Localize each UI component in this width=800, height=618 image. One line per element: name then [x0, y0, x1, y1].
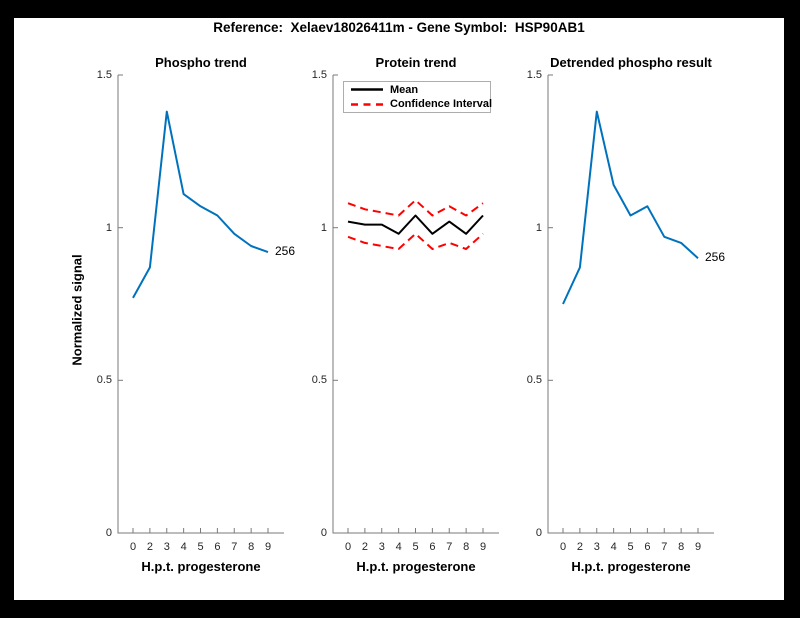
- legend-entry-confidence-interval: Confidence Interval: [351, 98, 493, 111]
- x-tick-label: 5: [627, 541, 634, 553]
- x-tick-label: 9: [479, 541, 487, 553]
- legend-label-mean: Mean: [390, 83, 419, 96]
- end-value-annotation-1: 256: [275, 244, 296, 259]
- x-tick-label: 9: [264, 541, 272, 553]
- plots-canvas: [117, 74, 714, 534]
- y-tick-label: 1: [105, 221, 112, 234]
- y-tick-label: 1: [535, 221, 542, 234]
- x-axis-label-3: H.p.t. progesterone: [571, 559, 691, 574]
- x-tick-label: 6: [429, 541, 436, 553]
- x-tick-label: 7: [446, 541, 453, 553]
- subplot-title-protein-trend: Protein trend: [375, 55, 457, 70]
- x-tick-label: 6: [214, 541, 221, 553]
- x-axis-label-2: H.p.t. progesterone: [356, 559, 476, 574]
- y-tick-label: 1.5: [96, 69, 112, 81]
- x-tick-label: 8: [248, 541, 255, 553]
- end-value-annotation-3: 256: [705, 250, 726, 265]
- x-tick-label: 3: [163, 541, 170, 553]
- x-tick-label: 0: [129, 541, 137, 553]
- legend-entry-mean: Mean: [351, 83, 490, 96]
- x-tick-label: 2: [576, 541, 583, 553]
- legend-box: Mean Confidence Interval: [343, 81, 493, 113]
- x-tick-label: 4: [395, 541, 402, 553]
- y-tick-label: 0.5: [96, 374, 112, 387]
- y-tick-label: 0: [320, 527, 327, 539]
- x-tick-label: 4: [180, 541, 187, 553]
- x-tick-label: 3: [593, 541, 600, 553]
- y-tick-label: 0: [105, 527, 112, 539]
- x-tick-label: 3: [378, 541, 385, 553]
- figure-canvas: Reference: Xelaev18026411m - Gene Symbol…: [14, 18, 784, 600]
- x-tick-label: 4: [610, 541, 617, 553]
- x-tick-label: 7: [661, 541, 668, 553]
- subplot-title-detrended-phospho: Detrended phospho result: [550, 55, 712, 70]
- x-tick-label: 6: [644, 541, 651, 553]
- x-tick-label: 5: [197, 541, 204, 553]
- x-tick-label: 8: [678, 541, 685, 553]
- x-tick-label: 7: [231, 541, 238, 553]
- x-axis-label-1: H.p.t. progesterone: [141, 559, 261, 574]
- solid-line-swatch-icon: [351, 88, 383, 92]
- x-tick-label: 5: [412, 541, 419, 553]
- dashed-line-swatch-icon: [351, 102, 383, 106]
- x-tick-label: 0: [344, 541, 352, 553]
- y-tick-label: 0.5: [526, 374, 542, 387]
- x-tick-label: 2: [361, 541, 368, 553]
- x-tick-label: 9: [694, 541, 702, 553]
- figure-title: Reference: Xelaev18026411m - Gene Symbol…: [213, 20, 585, 35]
- x-tick-label: 2: [146, 541, 153, 553]
- x-tick-label: 8: [463, 541, 470, 553]
- y-tick-label: 1.5: [311, 69, 327, 81]
- subplot-title-phospho-trend: Phospho trend: [155, 55, 247, 70]
- x-tick-label: 0: [559, 541, 567, 553]
- y-tick-label: 0: [535, 527, 542, 539]
- y-tick-label: 0.5: [311, 374, 327, 387]
- y-tick-label: 1.5: [526, 69, 542, 81]
- y-tick-label: 1: [320, 221, 327, 234]
- legend-label-confidence-interval: Confidence Interval: [390, 98, 493, 111]
